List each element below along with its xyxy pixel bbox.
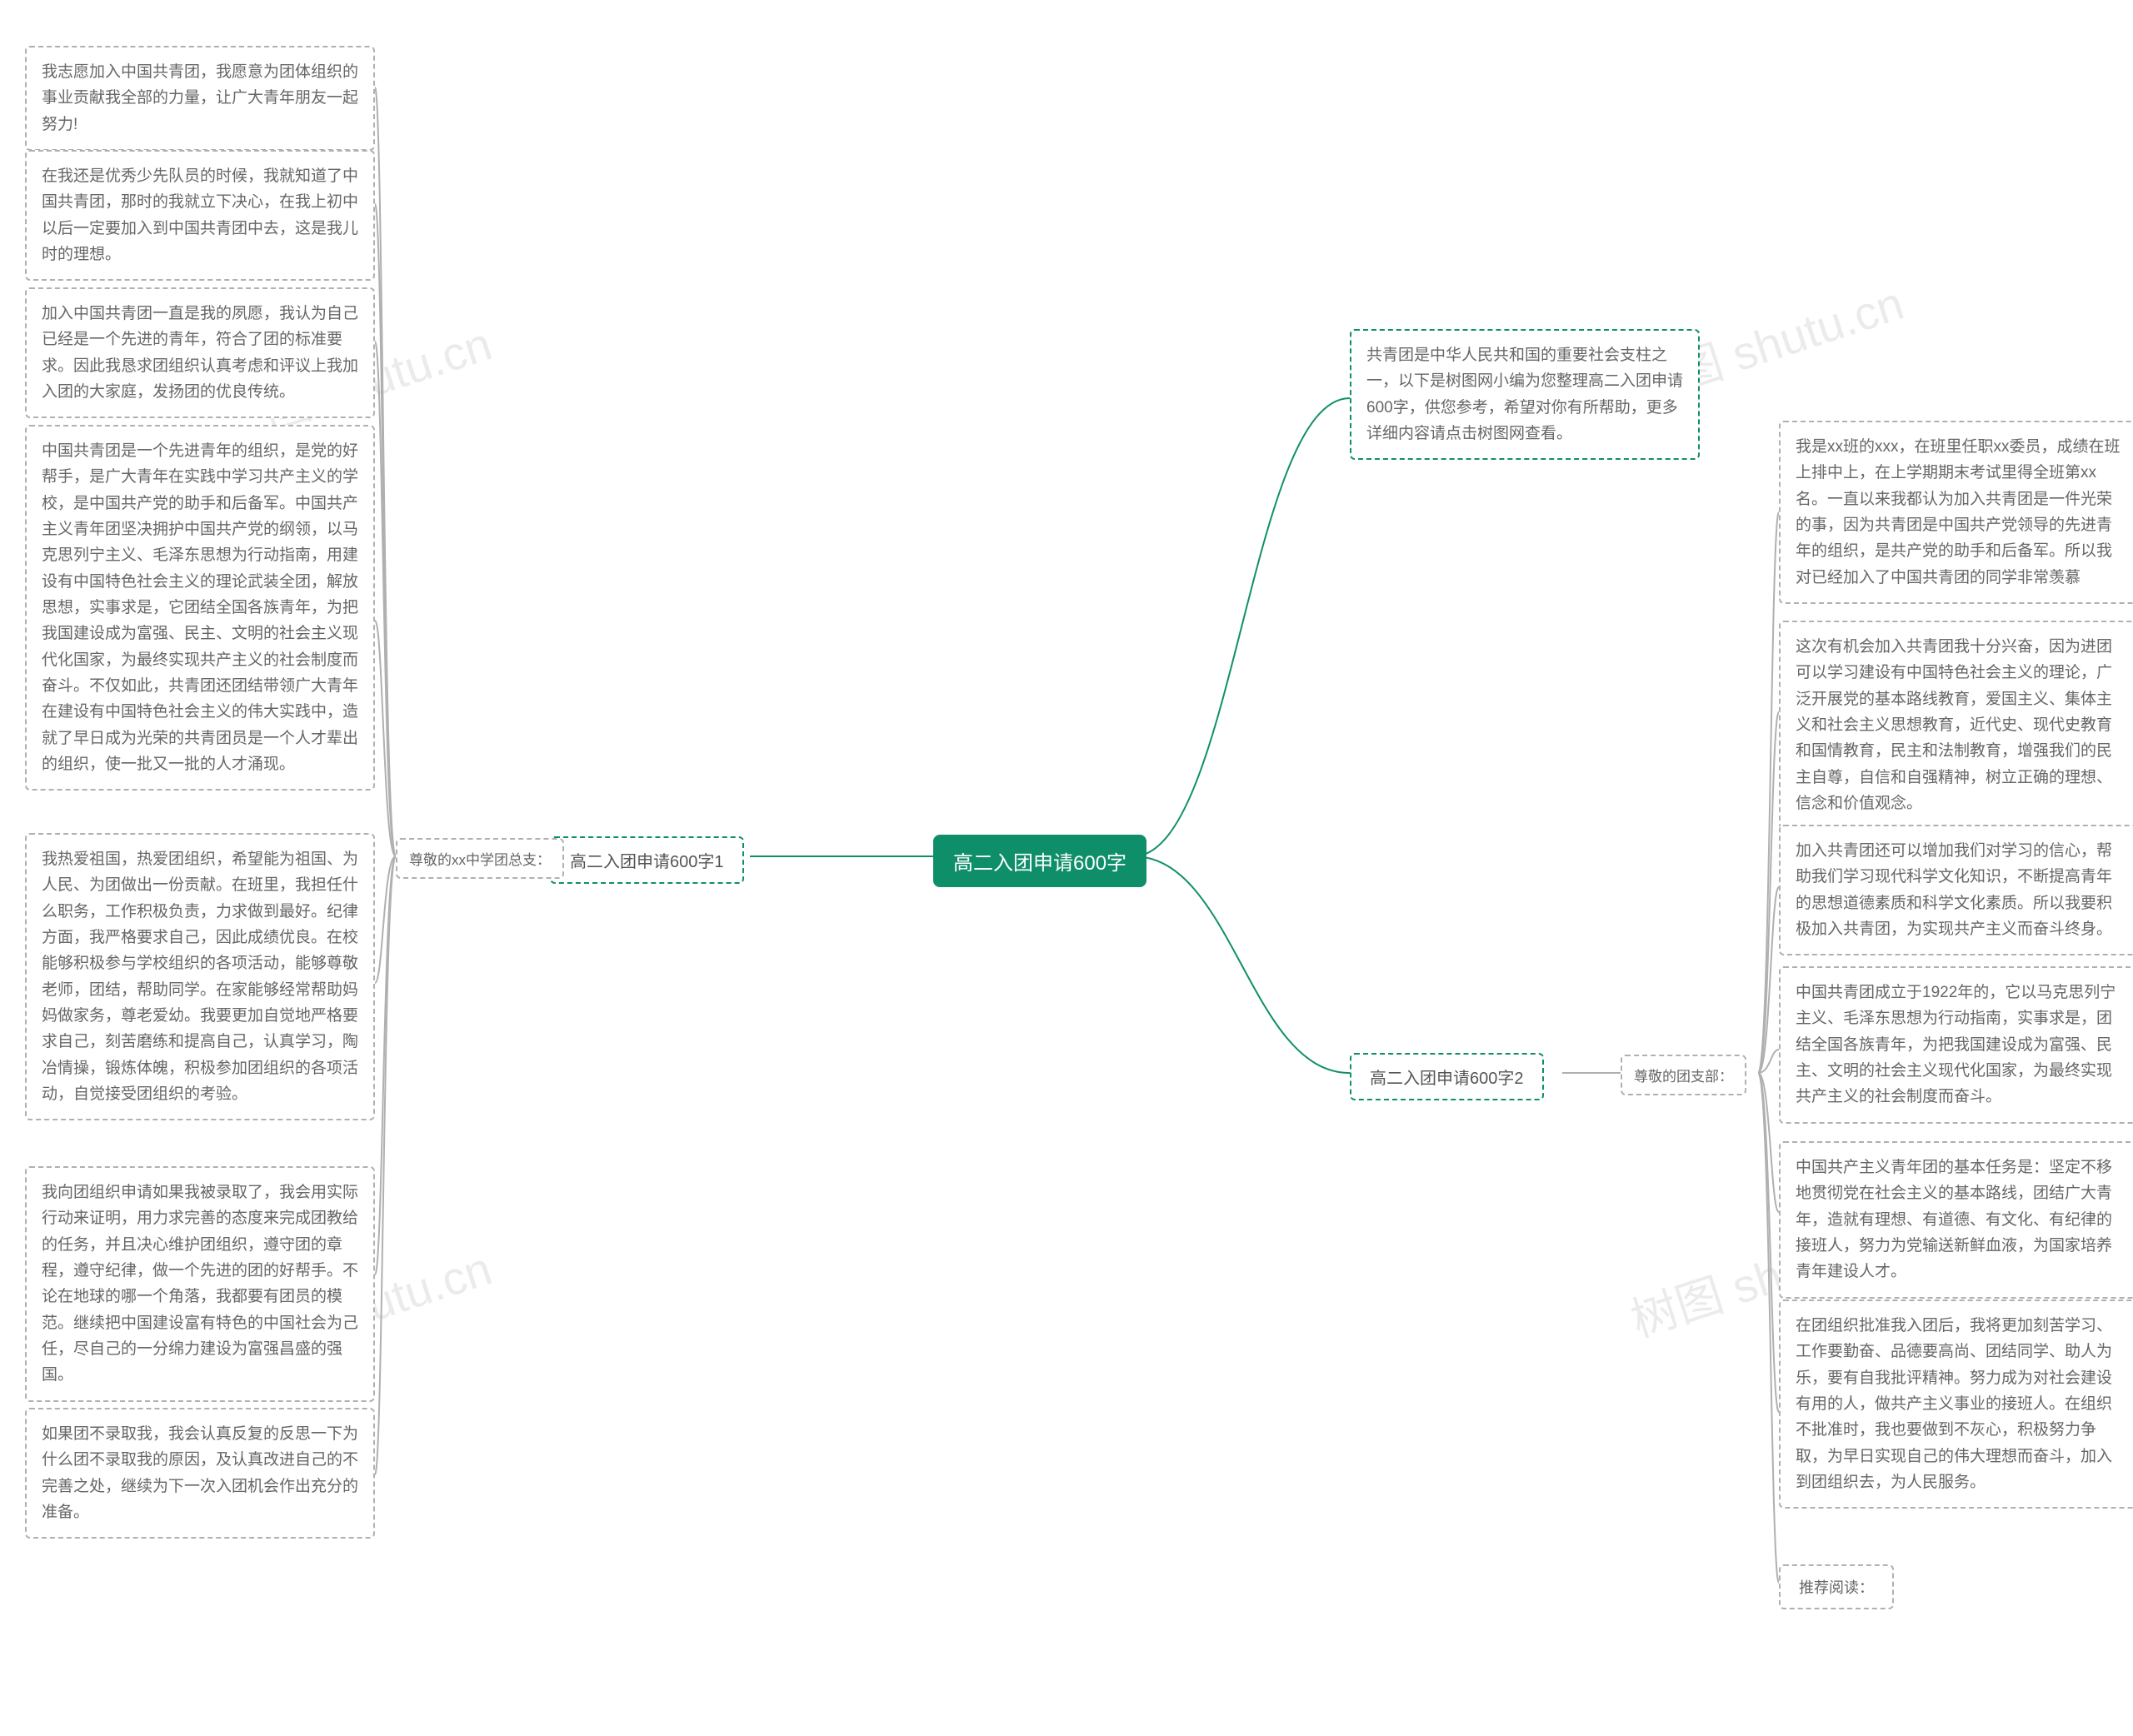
root-node[interactable]: 高二入团申请600字	[933, 835, 1146, 887]
left-leaf: 中国共青团是一个先进青年的组织，是党的好帮手，是广大青年在实践中学习共产主义的学…	[25, 425, 375, 791]
right-leaf: 在团组织批准我入团后，我将更加刻苦学习、工作要勤奋、品德要高尚、团结同学、助人为…	[1779, 1300, 2133, 1509]
left-branch[interactable]: 高二入团申请600字1	[550, 836, 744, 884]
right-leaf: 这次有机会加入共青团我十分兴奋，因为进团可以学习建设有中国特色社会主义的理论，广…	[1779, 621, 2133, 830]
left-leaf: 我热爱祖国，热爱团组织，希望能为祖国、为人民、为团做出一份贡献。在班里，我担任什…	[25, 833, 375, 1120]
right-leaf: 中国共青团成立于1922年的，它以马克思列宁主义、毛泽东思想为行动指南，实事求是…	[1779, 966, 2133, 1124]
intro-leaf: 共青团是中华人民共和国的重要社会支柱之一，以下是树图网小编为您整理高二入团申请6…	[1350, 329, 1700, 460]
right-branch[interactable]: 高二入团申请600字2	[1350, 1053, 1544, 1100]
left-leaf: 我向团组织申请如果我被录取了，我会用实际行动来证明，用力求完善的态度来完成团教给…	[25, 1166, 375, 1402]
left-leaf: 如果团不录取我，我会认真反复的反思一下为什么团不录取我的原因，及认真改进自己的不…	[25, 1408, 375, 1539]
right-leaf: 加入共青团还可以增加我们对学习的信心，帮助我们学习现代科学文化知识，不断提高青年…	[1779, 825, 2133, 955]
right-leaf: 中国共产主义青年团的基本任务是：坚定不移地贯彻党在社会主义的基本路线，团结广大青…	[1779, 1141, 2133, 1299]
right-sub: 尊敬的团支部：	[1621, 1055, 1746, 1095]
left-leaf: 我志愿加入中国共青团，我愿意为团体组织的事业贡献我全部的力量，让广大青年朋友一起…	[25, 46, 375, 151]
left-leaf: 在我还是优秀少先队员的时候，我就知道了中国共青团，那时的我就立下决心，在我上初中…	[25, 150, 375, 281]
left-sub: 尊敬的xx中学团总支：	[396, 838, 564, 879]
right-leaf: 我是xx班的xxx，在班里任职xx委员，成绩在班上排中上，在上学期期末考试里得全…	[1779, 421, 2133, 604]
left-leaf: 加入中国共青团一直是我的夙愿，我认为自己已经是一个先进的青年，符合了团的标准要求…	[25, 287, 375, 418]
right-footer[interactable]: 推荐阅读：	[1779, 1564, 1894, 1609]
